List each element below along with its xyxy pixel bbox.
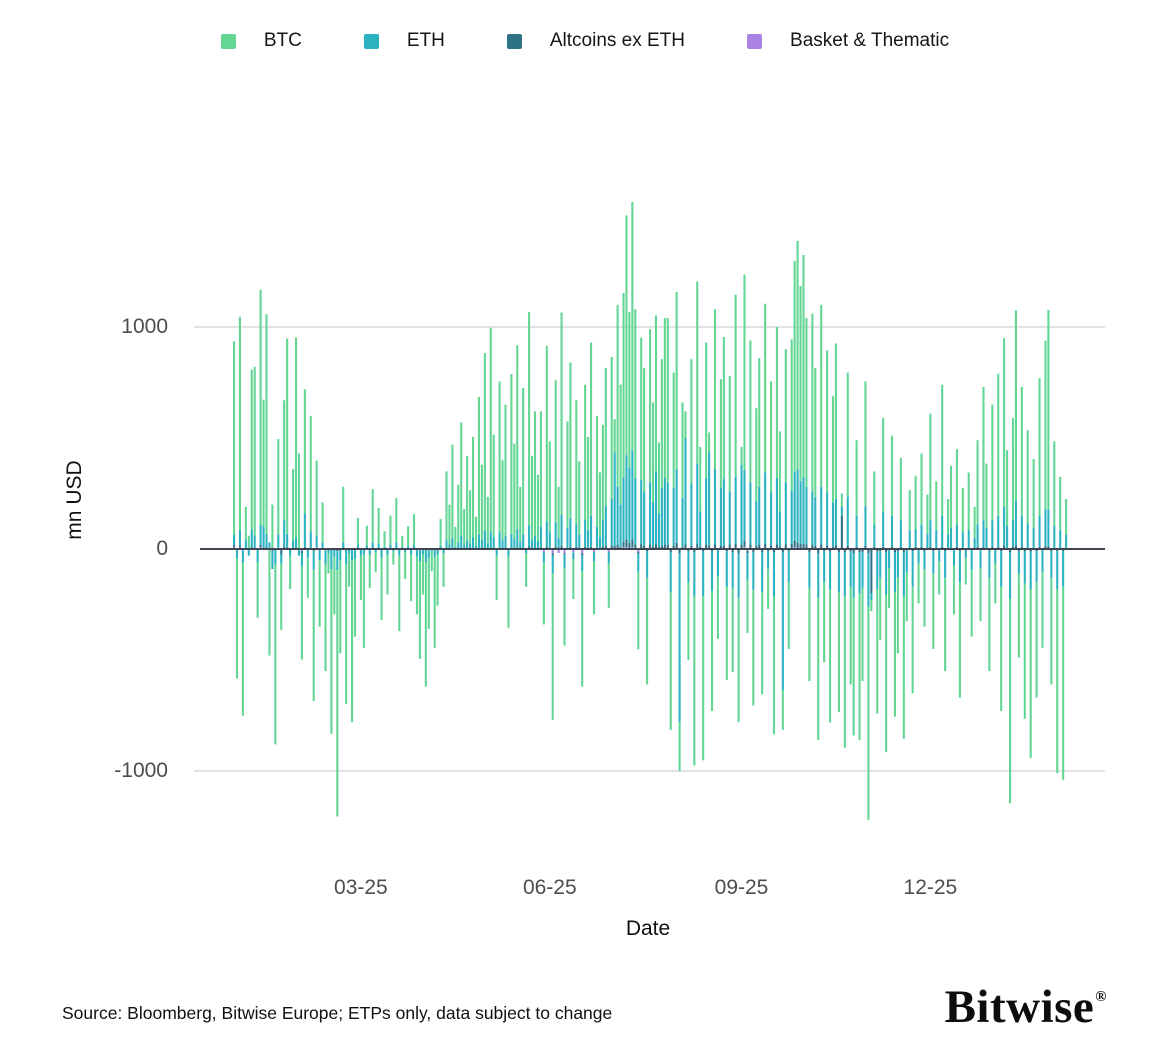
legend-item-eth: ETH: [363, 30, 445, 52]
legend-item-altcoins: Altcoins ex ETH: [506, 30, 686, 52]
gridline-minus-1000: [194, 770, 1105, 772]
gridline-1000: [194, 326, 1105, 328]
bitwise-logo: Bitwise®: [944, 980, 1107, 1034]
basket-swatch-icon: [747, 33, 763, 49]
x-tick-0: 03-25: [334, 876, 388, 899]
legend-label-basket: Basket & Thematic: [790, 30, 950, 51]
x-tick-2: 09-25: [714, 876, 769, 899]
bitwise-wordmark: Bitwise: [944, 981, 1095, 1033]
y-tick-minus-1000: -1000: [114, 759, 168, 782]
source-note: Source: Bloomberg, Bitwise Europe; ETPs …: [62, 1003, 613, 1023]
y-tick-0: 0: [156, 537, 168, 560]
btc-swatch-icon: [220, 33, 236, 49]
zero-axis-line: [200, 548, 1105, 550]
x-tick-1: 06-25: [522, 876, 577, 899]
legend-label-altcoins: Altcoins ex ETH: [549, 30, 686, 51]
x-axis-title: Date: [625, 917, 671, 940]
x-tick-3: 12-25: [903, 876, 958, 899]
legend-label-btc: BTC: [263, 30, 302, 51]
registered-trademark-icon: ®: [1095, 989, 1107, 1006]
legend-label-eth: ETH: [406, 30, 445, 51]
y-tick-1000: 1000: [121, 315, 168, 338]
eth-swatch-icon: [363, 33, 379, 49]
chart-legend: BTC ETH Altcoins ex ETH Basket & Themati…: [0, 30, 1170, 52]
legend-item-basket: Basket & Thematic: [747, 30, 949, 52]
legend-item-btc: BTC: [220, 30, 302, 52]
y-axis-title: mn USD: [63, 460, 86, 540]
altcoins-swatch-icon: [506, 33, 522, 49]
